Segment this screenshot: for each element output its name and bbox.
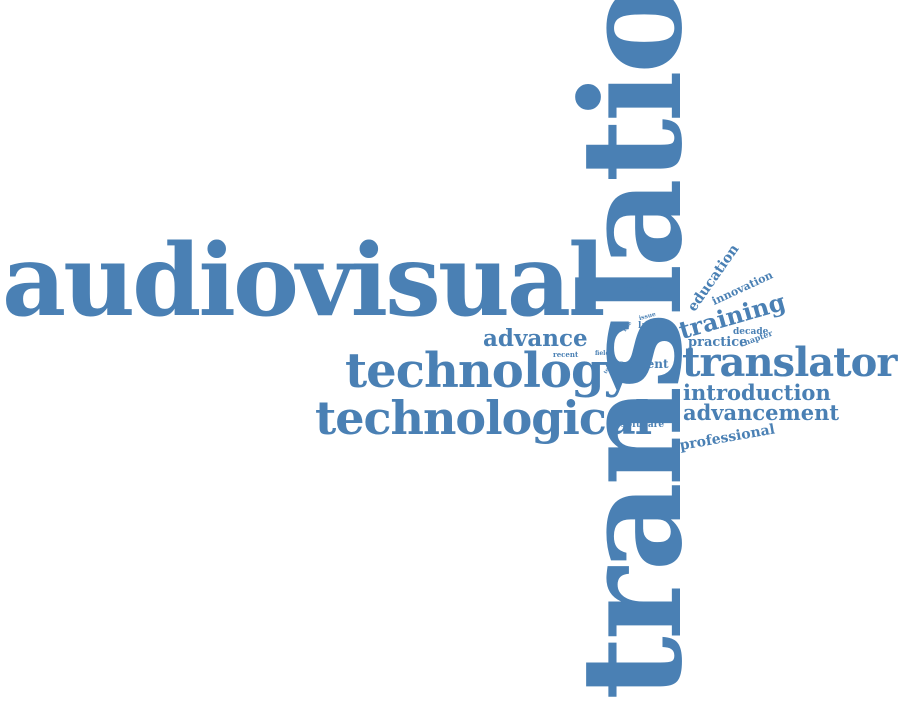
word-latest: latest (638, 321, 667, 331)
word-practice: practice (688, 335, 748, 350)
word-decade: decade (733, 327, 769, 337)
word-media: media (624, 285, 655, 295)
word-field: field (595, 350, 610, 357)
word-technology: technology (345, 343, 631, 399)
word-advance: advance (483, 325, 588, 352)
word-content: content (617, 357, 669, 371)
word-introduction: introduction (683, 380, 831, 405)
word-audiovisual: audiovisual (2, 223, 606, 339)
word-technological: technological (315, 391, 652, 445)
word-advancement: advancement (683, 400, 840, 425)
word-recent: recent (553, 350, 579, 359)
word-translator: translator (682, 339, 897, 386)
word-software: software (621, 420, 665, 430)
